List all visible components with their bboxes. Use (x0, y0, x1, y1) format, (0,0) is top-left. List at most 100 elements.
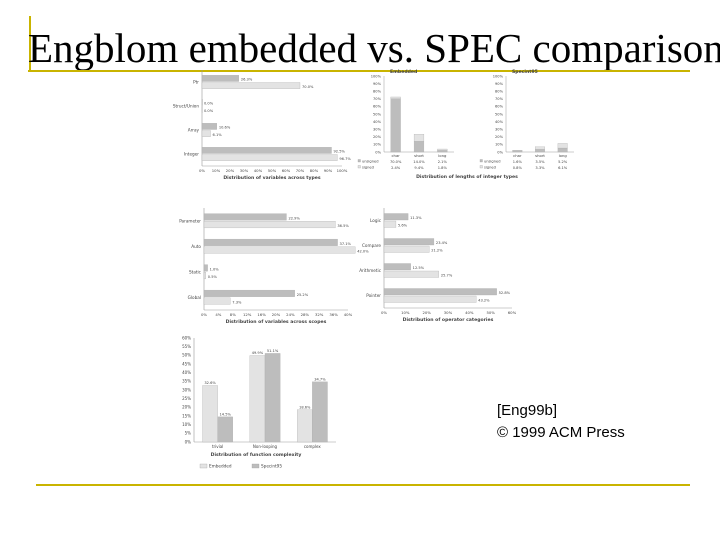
legend-swatch (479, 159, 483, 163)
data-label: 2.4% (391, 166, 401, 170)
x-tick-label: 4% (215, 312, 221, 317)
panel-title: Specint95 (512, 69, 538, 75)
category-label: trivial (212, 444, 223, 449)
title-underline (28, 70, 690, 72)
bar (203, 297, 231, 305)
data-label: 25.7% (441, 274, 453, 278)
data-label: 32.6% (204, 381, 216, 385)
x-tick-label: 100% (337, 168, 348, 173)
data-label: 11.3% (410, 216, 422, 220)
x-tick-label: 32% (315, 312, 324, 317)
data-label: 49.9% (252, 351, 264, 355)
citation-reference: [Eng99b] (497, 402, 558, 419)
data-label: 51.1% (267, 349, 279, 353)
x-tick-label: 20% (226, 168, 235, 173)
data-label: 6.1% (213, 133, 223, 137)
legend-swatch (357, 159, 361, 163)
category-label: char (391, 153, 400, 158)
y-tick-label: 10% (495, 143, 504, 147)
y-tick-label: 5% (185, 431, 192, 436)
bar (203, 238, 338, 246)
bar-signed (413, 134, 425, 142)
category-label: Arithmetic (359, 268, 382, 273)
y-tick-label: 20% (373, 135, 382, 139)
data-label: 96.7% (339, 157, 351, 161)
chart-title: Distribution of lengths of integer types (416, 174, 518, 180)
y-tick-label: 10% (373, 143, 382, 147)
bar (203, 221, 336, 229)
x-tick-label: 60% (282, 168, 291, 173)
data-label: 52.8% (499, 291, 511, 295)
panel-title: Embedded (390, 69, 417, 75)
x-tick-label: 40% (465, 310, 474, 315)
y-tick-label: 80% (495, 90, 504, 94)
bar (203, 246, 356, 254)
bar-unsigned (390, 98, 401, 153)
bar (383, 295, 477, 303)
bar (201, 82, 301, 89)
data-label: 26.3% (241, 78, 253, 82)
x-tick-label: 24% (286, 312, 295, 317)
data-label: 0.0% (204, 102, 214, 106)
y-tick-label: 10% (182, 422, 191, 427)
category-label: Logic (370, 218, 382, 223)
bar (201, 123, 217, 130)
data-label: 37.1% (340, 242, 352, 246)
legend-label: Specint95 (261, 464, 282, 469)
bar (312, 381, 328, 443)
bar (383, 245, 430, 253)
x-tick-label: 10% (401, 310, 410, 315)
data-label: 5.6% (398, 224, 408, 228)
y-tick-label: 50% (373, 112, 382, 116)
bar-unsigned (437, 150, 448, 153)
bar-signed (557, 143, 568, 149)
x-tick-label: 10% (212, 168, 221, 173)
category-label: Parameter (179, 218, 201, 223)
y-tick-label: 90% (373, 82, 382, 86)
category-label: Struct/Union (173, 104, 199, 109)
y-tick-label: 70% (373, 97, 382, 101)
category-label: long (438, 153, 447, 158)
bar-unsigned (535, 149, 545, 153)
y-tick-label: 55% (182, 344, 191, 349)
y-tick-label: 70% (495, 97, 504, 101)
title-accent-vertical-line (29, 16, 31, 72)
x-tick-label: 80% (310, 168, 319, 173)
y-tick-label: 50% (495, 112, 504, 116)
x-tick-label: 20% (422, 310, 431, 315)
bar (297, 409, 313, 443)
x-tick-label: 50% (268, 168, 277, 173)
category-label: Auto (191, 244, 201, 249)
category-label: Pointer (366, 293, 381, 298)
data-label: 34.7% (314, 377, 326, 381)
y-tick-label: 80% (373, 90, 382, 94)
y-tick-label: 40% (182, 370, 191, 375)
category-label: short (414, 153, 424, 158)
category-label: char (513, 153, 522, 158)
category-label: Array (188, 128, 200, 133)
legend-label: Embedded (209, 464, 232, 469)
bar (383, 220, 397, 228)
chart-variables-across-scopes: Parameter 22.9% 36.5% Auto 37.1% 42.0% Static 1… (179, 208, 369, 325)
y-tick-label: 15% (182, 413, 191, 418)
data-label: 1.8% (438, 166, 448, 170)
chart-title: Distribution of function complexity (211, 452, 302, 458)
data-label: 14.0% (413, 160, 425, 164)
y-tick-label: 0% (185, 439, 192, 444)
category-label: Integer (184, 152, 199, 157)
y-tick-label: 35% (182, 379, 191, 384)
bar-signed (437, 148, 448, 151)
bar-signed (390, 96, 401, 99)
x-tick-label: 0% (199, 168, 205, 173)
data-label: 18.6% (299, 405, 311, 409)
data-label: 42.0% (357, 250, 369, 254)
data-label: 14.5% (220, 412, 232, 416)
legend-swatch (479, 165, 483, 169)
chart-integer-lengths: Embedded 0% 10% 20% 30% 40% 50% 60% 70% 80% 90% 100… (357, 69, 574, 180)
x-tick-label: 8% (230, 312, 236, 317)
bar (203, 289, 295, 297)
x-tick-label: 20% (272, 312, 281, 317)
bottom-divider-line (36, 484, 690, 486)
y-tick-label: 45% (182, 361, 191, 366)
bar (201, 75, 239, 82)
